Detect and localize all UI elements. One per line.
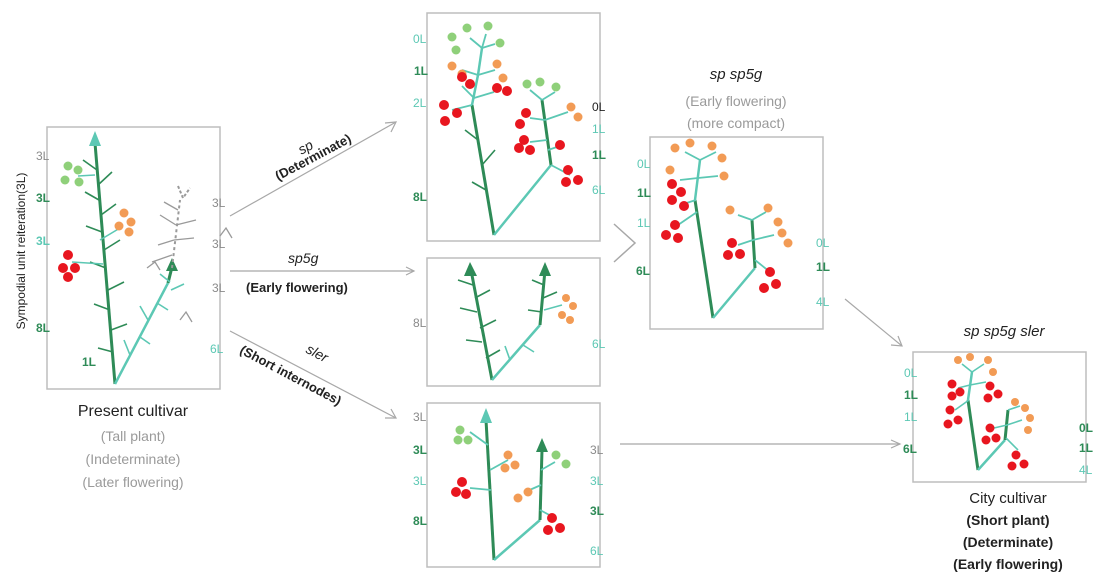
left-label: 6L — [636, 264, 651, 278]
left-label: 1L — [904, 410, 918, 424]
right-label: 4L — [1079, 463, 1093, 477]
right-label: 1L — [592, 148, 607, 162]
left-label: 8L — [413, 316, 427, 330]
right-label: 1L — [592, 122, 606, 136]
fruit-cluster — [58, 161, 136, 282]
right-label: 0L — [592, 100, 606, 114]
right-label: 3L — [212, 196, 226, 210]
panel-caption-city: City cultivar — [969, 490, 1047, 507]
connector-arrows — [229, 121, 903, 449]
fruit-cluster — [943, 353, 1034, 471]
right-label: 0L — [816, 236, 830, 250]
arrow-combine — [613, 223, 637, 263]
left-label: 3L — [36, 149, 50, 163]
left-label: 6L — [903, 442, 918, 456]
right-label: 6L — [592, 337, 606, 351]
panel-frame-city — [912, 351, 1087, 483]
plant-present — [58, 131, 233, 385]
effect-label-sp5g: (Early flowering) — [246, 280, 348, 295]
fruit-cluster — [439, 21, 583, 187]
left-label: 1L — [414, 64, 429, 78]
arrow-sp — [229, 121, 397, 217]
left-label: 1L — [904, 388, 919, 402]
left-label: 3L — [413, 410, 427, 424]
panel-title-present: Present cultivar — [77, 403, 189, 420]
panel-frame-sp — [426, 12, 601, 242]
right-label: 3L — [590, 443, 604, 457]
right-label: 1L — [816, 260, 831, 274]
right-label: 6L — [592, 183, 606, 197]
left-label: 3L — [413, 443, 428, 457]
y-axis-label: Sympodial unit reiteration(3L) — [14, 172, 28, 330]
left-label: 8L — [36, 321, 51, 335]
right-label: 3L — [212, 281, 226, 295]
left-label: 0L — [413, 32, 427, 46]
gene-label-sp5g: sp5g — [288, 250, 319, 266]
right-label: 3L — [590, 474, 604, 488]
panel-frame-sp-sp5g — [649, 136, 824, 330]
panel-title-sp-sp5g-sler: sp sp5g sler — [963, 323, 1045, 340]
left-label: 1L — [82, 355, 97, 369]
plant-sp-sp5g — [661, 138, 793, 319]
fruit-cluster — [558, 294, 577, 324]
trait-label: (Early flowering) — [953, 556, 1063, 572]
right-label: 3L — [590, 504, 605, 518]
trait-label: (Short plant) — [966, 512, 1050, 528]
left-label: 0L — [637, 157, 651, 171]
right-label: 4L — [816, 295, 830, 309]
left-label: 3L — [36, 234, 51, 248]
plant-sp5g — [457, 262, 577, 381]
right-label: 3L — [212, 237, 226, 251]
right-label: 0L — [1079, 421, 1094, 435]
panel-frame-sler — [426, 402, 601, 568]
plant-sler — [451, 408, 571, 561]
right-label: 1L — [1079, 441, 1094, 455]
arrow-to-city — [844, 298, 903, 347]
panel-title-sp-sp5g: sp sp5g — [709, 66, 763, 83]
plant-sp — [439, 21, 583, 236]
fruit-cluster — [451, 425, 571, 535]
arrow-sler — [229, 330, 397, 419]
trait-label: (more compact) — [686, 115, 786, 131]
left-label: 8L — [413, 190, 428, 204]
left-label: 0L — [904, 366, 918, 380]
panel-frame-sp5g — [426, 257, 601, 387]
trait-label: (Early flowering) — [685, 93, 787, 109]
left-label: 3L — [36, 191, 51, 205]
trait-label: (Tall plant) — [100, 428, 166, 444]
right-label: 6L — [210, 342, 224, 356]
left-label: 1L — [637, 216, 651, 230]
trait-label: (Later flowering) — [82, 474, 184, 490]
left-label: 3L — [413, 474, 427, 488]
right-label: 6L — [590, 544, 604, 558]
fruit-cluster — [661, 138, 793, 293]
trait-label: (Indeterminate) — [85, 451, 181, 467]
left-label: 2L — [413, 96, 427, 110]
panel-frame-present — [46, 126, 221, 390]
left-label: 1L — [637, 186, 652, 200]
left-label: 8L — [413, 514, 428, 528]
plant-city — [943, 353, 1034, 471]
trait-label: (Determinate) — [962, 534, 1054, 550]
